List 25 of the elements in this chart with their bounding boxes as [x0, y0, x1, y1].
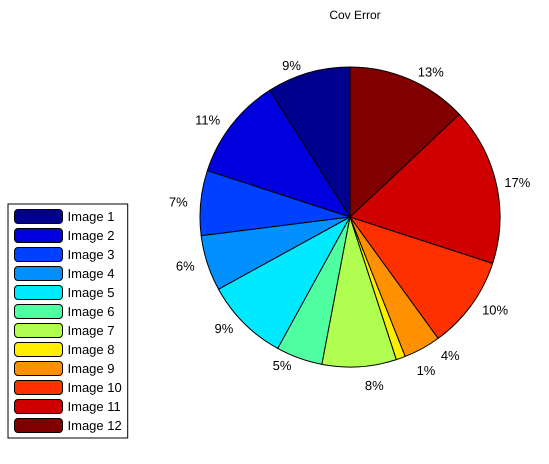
- data-label: 5%: [272, 358, 292, 374]
- data-label: 10%: [482, 302, 509, 318]
- legend-label: Image 9: [68, 361, 114, 376]
- legend-label: Image 6: [68, 304, 114, 319]
- data-label: 13%: [418, 64, 444, 80]
- legend-label: Image 11: [68, 399, 121, 414]
- data-label: 9%: [214, 321, 234, 336]
- data-label: 11%: [195, 112, 221, 128]
- legend-label: Image 1: [68, 209, 114, 224]
- data-label: 9%: [282, 58, 302, 73]
- legend-label: Image 3: [68, 247, 114, 262]
- data-label: 6%: [176, 258, 196, 274]
- chart-title: Cov Error: [329, 8, 381, 22]
- legend-label: Image 10: [68, 380, 122, 395]
- legend-label: Image 2: [68, 228, 114, 243]
- legend-label: Image 8: [68, 342, 114, 357]
- legend-label: Image 7: [68, 323, 114, 338]
- data-label: 17%: [504, 175, 531, 190]
- legend-label: Image 5: [68, 285, 114, 300]
- data-label: 7%: [168, 194, 188, 210]
- legend-label: Image 4: [68, 266, 114, 281]
- data-label: 8%: [364, 378, 384, 393]
- legend-label: Image 12: [68, 418, 122, 433]
- data-label: 4%: [440, 348, 460, 363]
- data-label: 1%: [416, 362, 436, 378]
